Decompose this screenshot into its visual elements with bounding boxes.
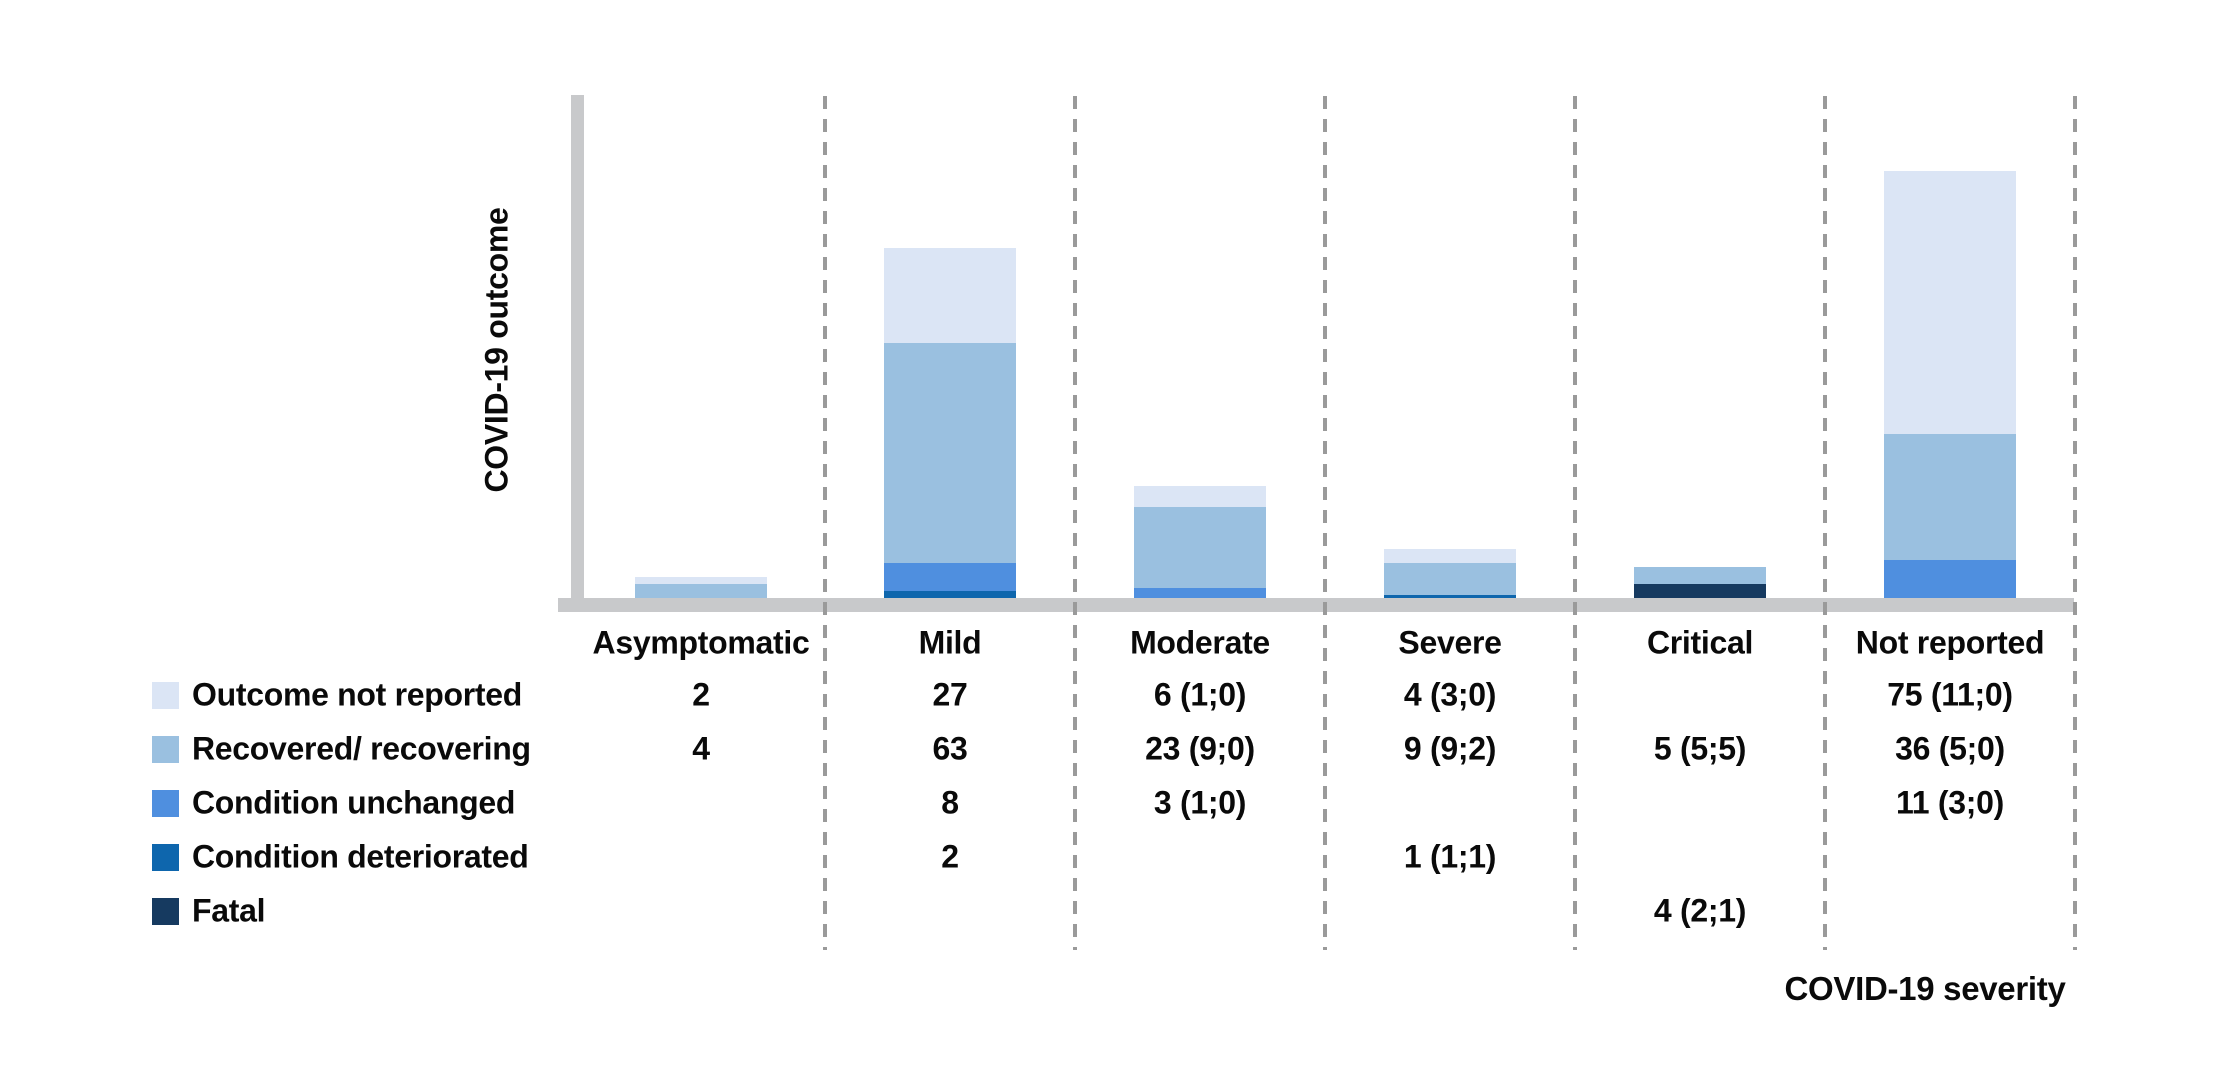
legend-swatch bbox=[152, 844, 179, 871]
x-axis-title: COVID-19 severity bbox=[1784, 970, 2066, 1007]
legend-label: Fatal bbox=[192, 892, 266, 929]
value-cell: 4 (3;0) bbox=[1403, 676, 1497, 713]
legend-swatch bbox=[152, 736, 179, 763]
category-label: Asymptomatic bbox=[592, 624, 810, 661]
bar-segment bbox=[1134, 486, 1266, 507]
bar-segment bbox=[1134, 587, 1266, 598]
value-cell: 1 (1;1) bbox=[1403, 838, 1497, 875]
value-cell: 3 (1;0) bbox=[1153, 784, 1247, 821]
legend-label: Condition unchanged bbox=[192, 784, 516, 821]
value-cell: 9 (9;2) bbox=[1403, 730, 1497, 767]
value-cell: 23 (9;0) bbox=[1145, 730, 1255, 767]
dashed-separator-line bbox=[1573, 96, 1577, 950]
value-cell: 4 (2;1) bbox=[1653, 892, 1747, 929]
category-label: Moderate bbox=[1130, 624, 1270, 661]
category-label: Not reported bbox=[1855, 624, 2045, 661]
bar-segment bbox=[884, 563, 1016, 591]
value-cell: 6 (1;0) bbox=[1153, 676, 1247, 713]
bar-segment bbox=[1884, 559, 2016, 598]
dashed-separator-line bbox=[1323, 96, 1327, 950]
bar-segment bbox=[1634, 584, 1766, 598]
bar-segment bbox=[1384, 563, 1516, 595]
bar-segment bbox=[884, 248, 1016, 343]
dashed-separator-line bbox=[1073, 96, 1077, 950]
legend-swatch bbox=[152, 898, 179, 925]
legend-swatch bbox=[152, 682, 179, 709]
value-cell: 2 bbox=[941, 838, 959, 875]
legend-label: Condition deteriorated bbox=[192, 838, 529, 875]
value-cell: 8 bbox=[941, 784, 959, 821]
value-cell: 11 (3;0) bbox=[1896, 784, 2004, 821]
value-cell: 5 (5;5) bbox=[1653, 730, 1747, 767]
bar-segment bbox=[884, 591, 1016, 598]
dashed-separator-line bbox=[823, 96, 827, 950]
value-cell: 63 bbox=[932, 730, 968, 767]
x-axis-line bbox=[558, 598, 2074, 612]
legend-swatch bbox=[152, 790, 179, 817]
dashed-separator-line bbox=[1823, 96, 1827, 950]
category-label: Severe bbox=[1398, 624, 1502, 661]
value-cell: 2 bbox=[692, 676, 710, 713]
legend-label: Recovered/ recovering bbox=[192, 730, 531, 767]
bar-segment bbox=[884, 342, 1016, 563]
bar-segment bbox=[1884, 171, 2016, 434]
bar-segment bbox=[635, 584, 767, 598]
y-axis-title: COVID-19 outcome bbox=[478, 207, 515, 493]
category-label: Critical bbox=[1646, 624, 1754, 661]
dashed-separator-line bbox=[2073, 96, 2077, 950]
category-label: Mild bbox=[918, 624, 982, 661]
legend-label: Outcome not reported bbox=[192, 676, 523, 713]
value-cell: 27 bbox=[932, 676, 968, 713]
value-cell: 75 (11;0) bbox=[1887, 676, 2013, 713]
value-cell: 36 (5;0) bbox=[1895, 730, 2005, 767]
bar-segment bbox=[1384, 549, 1516, 563]
bar-segment bbox=[635, 577, 767, 584]
bar-segment bbox=[1634, 566, 1766, 584]
bar-segment bbox=[1884, 433, 2016, 560]
bar-segment bbox=[1134, 507, 1266, 588]
y-axis-line bbox=[571, 95, 584, 612]
bar-segment bbox=[1384, 594, 1516, 598]
value-cell: 4 bbox=[692, 730, 710, 767]
